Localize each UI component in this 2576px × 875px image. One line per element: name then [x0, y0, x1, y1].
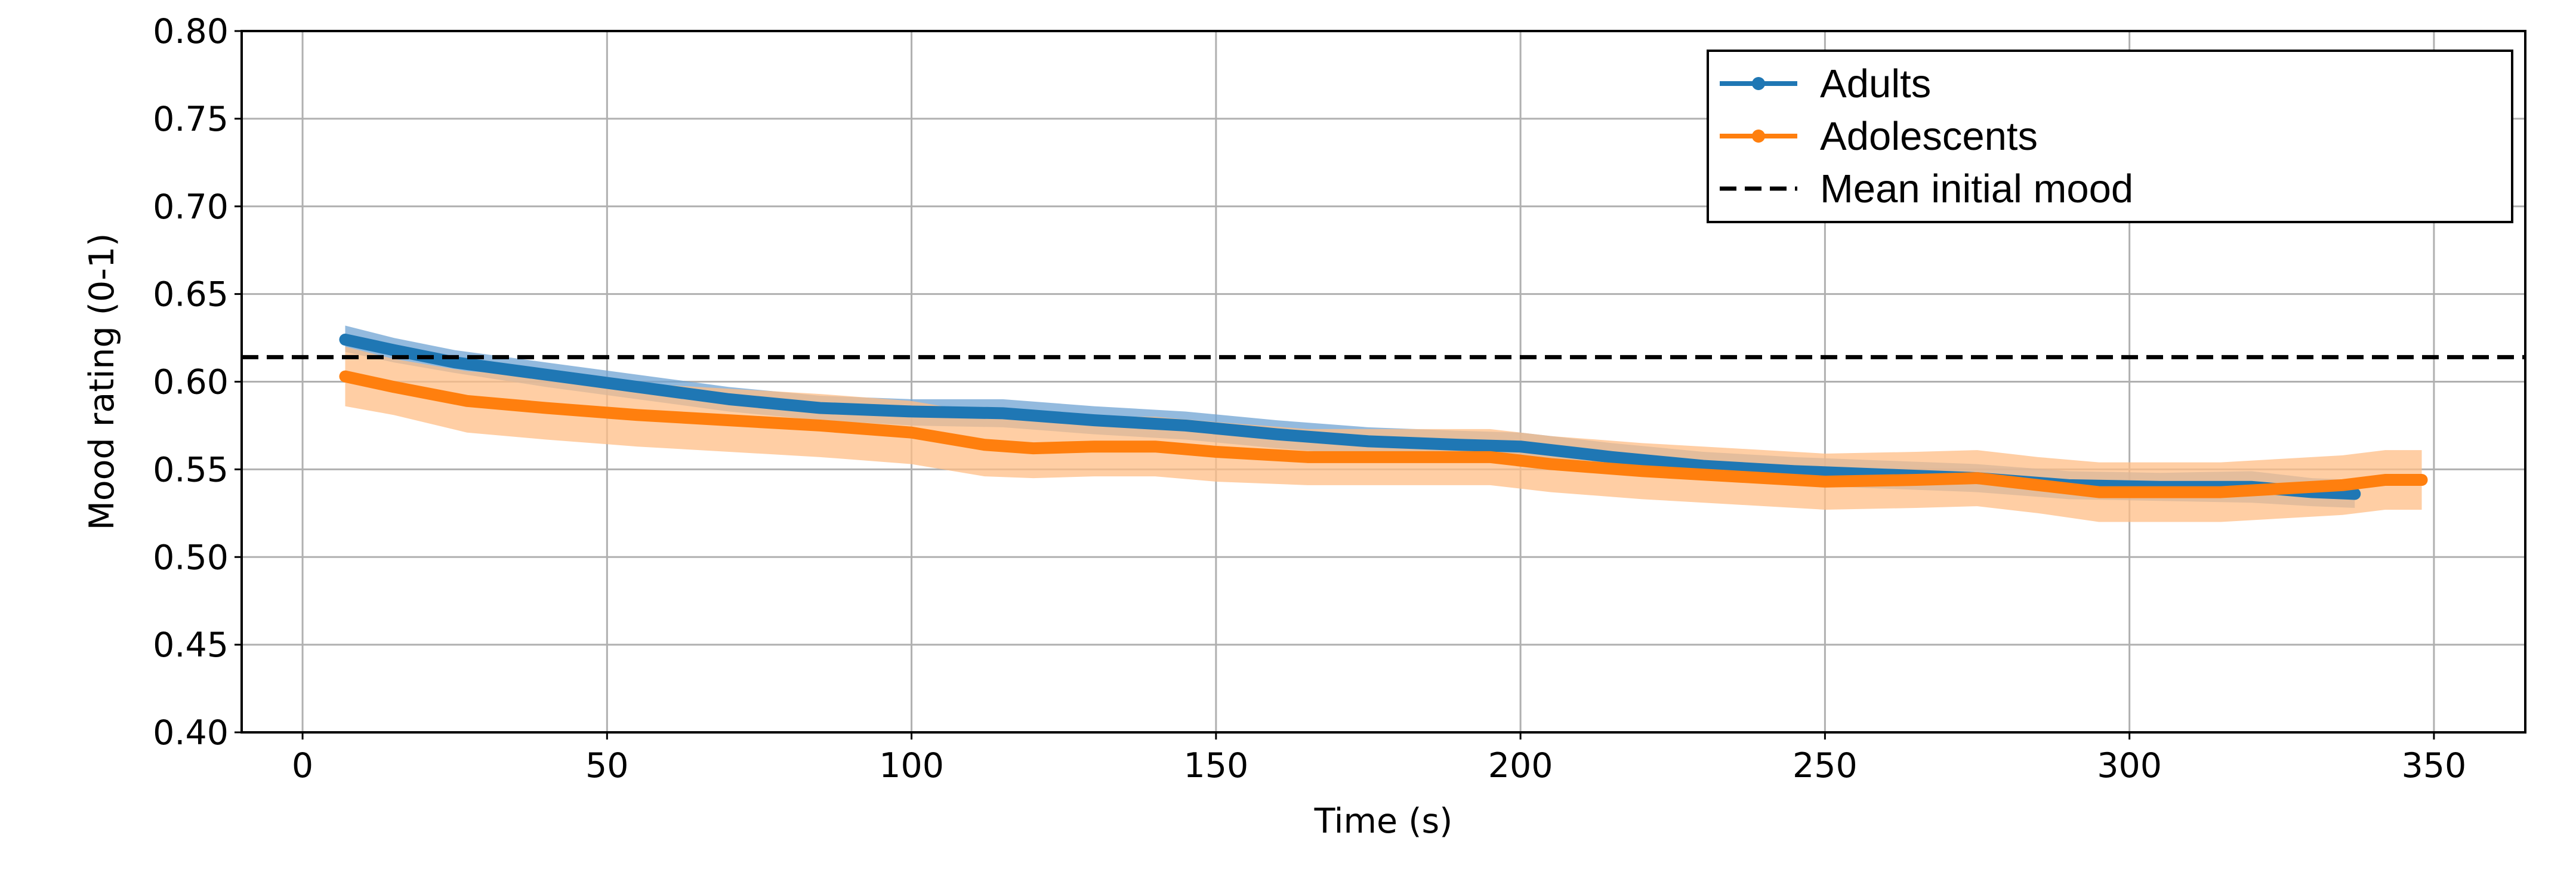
y-tick-label: 0.50	[153, 538, 229, 577]
x-tick-label: 100	[879, 746, 944, 785]
axis-ticks: 0 50 100 150 200 250 300 350 0.40 0.45 0.50 0.55 0.6…	[153, 12, 2466, 785]
legend-entry-1-marker	[1752, 130, 1765, 143]
x-tick-label: 0	[292, 746, 313, 785]
x-tick-label: 50	[585, 746, 629, 785]
x-tick-label: 150	[1183, 746, 1248, 785]
x-tick-label: 300	[2097, 746, 2162, 785]
x-axis-label: Time (s)	[1314, 802, 1453, 841]
legend-box	[1707, 50, 2513, 223]
y-tick-label: 0.40	[153, 713, 229, 753]
legend-entry-0-marker	[1752, 77, 1765, 90]
y-tick-label: 0.65	[153, 275, 229, 315]
x-tick-label: 350	[2402, 746, 2467, 785]
y-tick-label: 0.80	[153, 12, 229, 51]
y-tick-label: 0.45	[153, 626, 229, 665]
x-tick-label: 200	[1488, 746, 1553, 785]
y-tick-label: 0.60	[153, 363, 229, 402]
legend-entry-0-label: Adults	[1820, 61, 1931, 106]
y-tick-label: 0.55	[153, 450, 229, 489]
series-line-1	[339, 370, 2428, 498]
legend: Adults Adolescents Mean initial mood	[1707, 50, 2513, 223]
y-tick-label: 0.70	[153, 187, 229, 227]
y-axis-label: Mood rating (0-1)	[82, 233, 122, 531]
legend-entry-reference-label: Mean initial mood	[1820, 167, 2133, 211]
y-tick-label: 0.75	[153, 100, 229, 139]
x-tick-label: 250	[1793, 746, 1858, 785]
legend-entry-1-label: Adolescents	[1820, 114, 2038, 159]
series-lines	[339, 334, 2428, 500]
